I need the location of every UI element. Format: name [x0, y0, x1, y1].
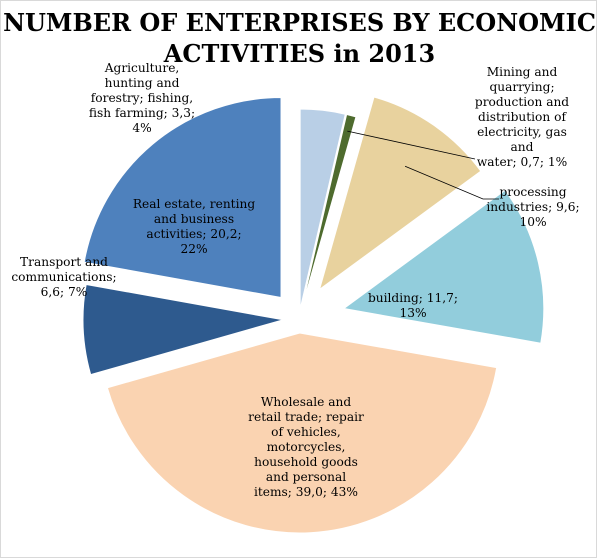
- label-building: building; 11,7; 13%: [367, 291, 459, 320]
- label-agriculture: Agriculture, hunting and forestry; fishing…: [88, 61, 196, 135]
- label-real-estate: Real estate, renting and business activiti…: [132, 197, 256, 256]
- label-processing: processing industries; 9,6; 10%: [486, 185, 580, 229]
- slice-real-estate: [83, 97, 282, 299]
- slice-mining-energy: [301, 113, 357, 310]
- chart-title: NUMBER OF ENTERPRISES BY ECONOMIC ACTIVI…: [3, 8, 596, 68]
- slice-building: [342, 189, 545, 344]
- slice-wholesale-retail: [106, 332, 498, 534]
- label-mining-energy: Mining and quarrying; production and distri…: [474, 65, 570, 169]
- label-transport: Transport and communications; 6,6; 7%: [11, 255, 117, 299]
- label-wholesale-retail: Wholesale and retail trade; repair of vehi…: [248, 395, 364, 499]
- leader-line-mining: [347, 130, 476, 160]
- slice-processing: [318, 96, 482, 291]
- slice-transport: [82, 283, 284, 376]
- slice-agriculture: [299, 108, 346, 310]
- leader-line-processing: [404, 165, 499, 200]
